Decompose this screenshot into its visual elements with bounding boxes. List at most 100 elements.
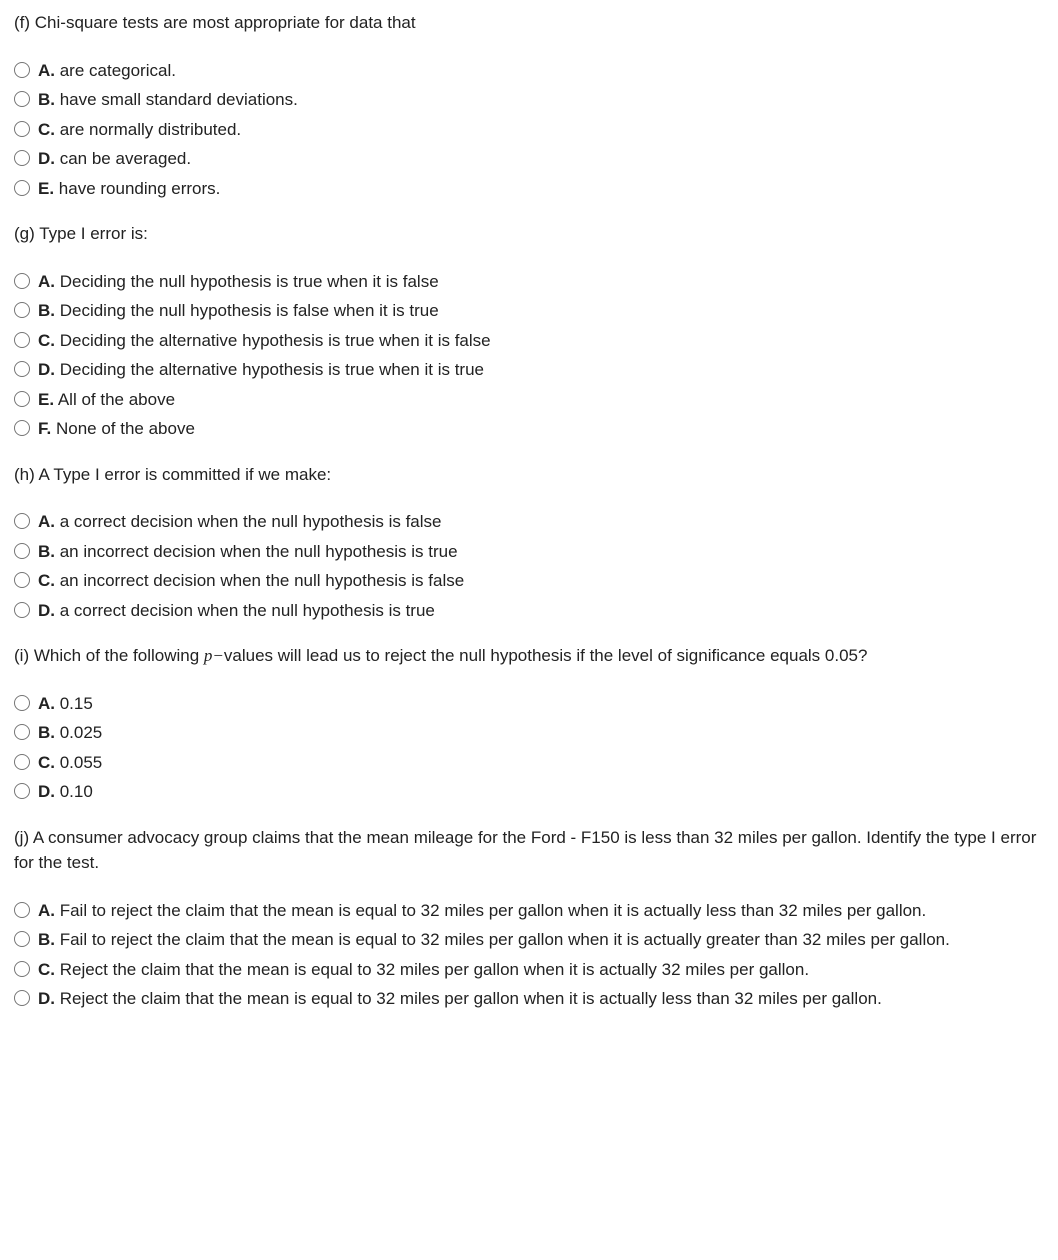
option-letter: A. <box>38 61 55 80</box>
radio-f-e[interactable] <box>14 180 30 196</box>
option-label: D. Reject the claim that the mean is equ… <box>38 986 882 1012</box>
question-f: (f) Chi-square tests are most appropriat… <box>14 10 1044 201</box>
option-letter: B. <box>38 90 55 109</box>
option-letter: B. <box>38 542 55 561</box>
option-text: have small standard deviations. <box>55 90 298 109</box>
option-label: C. an incorrect decision when the null h… <box>38 568 464 594</box>
question-j-prompt: (j) A consumer advocacy group claims tha… <box>14 825 1044 876</box>
option-letter: C. <box>38 960 55 979</box>
radio-g-b[interactable] <box>14 302 30 318</box>
radio-f-c[interactable] <box>14 121 30 137</box>
option-label: A. 0.15 <box>38 691 93 717</box>
option-row: A. 0.15 <box>14 691 1044 717</box>
question-j-options: A. Fail to reject the claim that the mea… <box>14 898 1044 1012</box>
prompt-post: values will lead us to reject the null h… <box>224 646 868 665</box>
option-label: B. Fail to reject the claim that the mea… <box>38 927 950 953</box>
option-row: C. Reject the claim that the mean is equ… <box>14 957 1044 983</box>
option-row: B. an incorrect decision when the null h… <box>14 539 1044 565</box>
option-label: C. are normally distributed. <box>38 117 241 143</box>
option-label: A. a correct decision when the null hypo… <box>38 509 441 535</box>
radio-h-c[interactable] <box>14 572 30 588</box>
option-letter: C. <box>38 753 55 772</box>
option-row: B. 0.025 <box>14 720 1044 746</box>
option-row: E. All of the above <box>14 387 1044 413</box>
question-i-prompt: (i) Which of the following p−values will… <box>14 643 1044 669</box>
question-i-options: A. 0.15 B. 0.025 C. 0.055 D. 0.10 <box>14 691 1044 805</box>
option-text: can be averaged. <box>55 149 191 168</box>
radio-h-a[interactable] <box>14 513 30 529</box>
radio-h-d[interactable] <box>14 602 30 618</box>
option-letter: B. <box>38 301 55 320</box>
option-text: Fail to reject the claim that the mean i… <box>55 901 926 920</box>
option-row: A. Fail to reject the claim that the mea… <box>14 898 1044 924</box>
radio-f-b[interactable] <box>14 91 30 107</box>
question-f-prompt: (f) Chi-square tests are most appropriat… <box>14 10 1044 36</box>
option-label: C. 0.055 <box>38 750 102 776</box>
option-text: 0.025 <box>55 723 102 742</box>
option-text: Deciding the alternative hypothesis is t… <box>55 331 491 350</box>
option-text: Reject the claim that the mean is equal … <box>55 960 809 979</box>
option-text: a correct decision when the null hypothe… <box>55 601 435 620</box>
option-letter: D. <box>38 149 55 168</box>
option-label: B. Deciding the null hypothesis is false… <box>38 298 439 324</box>
radio-i-d[interactable] <box>14 783 30 799</box>
option-letter: C. <box>38 120 55 139</box>
option-text: have rounding errors. <box>54 179 220 198</box>
radio-g-d[interactable] <box>14 361 30 377</box>
option-label: D. can be averaged. <box>38 146 191 172</box>
question-h-options: A. a correct decision when the null hypo… <box>14 509 1044 623</box>
option-letter: B. <box>38 723 55 742</box>
option-row: C. Deciding the alternative hypothesis i… <box>14 328 1044 354</box>
option-letter: D. <box>38 989 55 1008</box>
radio-g-e[interactable] <box>14 391 30 407</box>
option-label: E. All of the above <box>38 387 175 413</box>
option-row: C. an incorrect decision when the null h… <box>14 568 1044 594</box>
option-row: E. have rounding errors. <box>14 176 1044 202</box>
radio-g-c[interactable] <box>14 332 30 348</box>
radio-h-b[interactable] <box>14 543 30 559</box>
option-label: A. Deciding the null hypothesis is true … <box>38 269 439 295</box>
option-text: None of the above <box>51 419 195 438</box>
option-text: 0.055 <box>55 753 102 772</box>
option-row: D. Deciding the alternative hypothesis i… <box>14 357 1044 383</box>
option-label: A. Fail to reject the claim that the mea… <box>38 898 926 924</box>
option-label: C. Reject the claim that the mean is equ… <box>38 957 809 983</box>
prompt-var: p− <box>204 646 224 665</box>
radio-j-c[interactable] <box>14 961 30 977</box>
option-letter: D. <box>38 782 55 801</box>
option-row: B. Deciding the null hypothesis is false… <box>14 298 1044 324</box>
option-text: Deciding the null hypothesis is false wh… <box>55 301 439 320</box>
radio-g-a[interactable] <box>14 273 30 289</box>
option-text: All of the above <box>54 390 175 409</box>
option-text: are normally distributed. <box>55 120 241 139</box>
option-label: A. are categorical. <box>38 58 176 84</box>
radio-j-d[interactable] <box>14 990 30 1006</box>
option-row: B. Fail to reject the claim that the mea… <box>14 927 1044 953</box>
option-label: C. Deciding the alternative hypothesis i… <box>38 328 491 354</box>
radio-f-d[interactable] <box>14 150 30 166</box>
option-row: B. have small standard deviations. <box>14 87 1044 113</box>
radio-g-f[interactable] <box>14 420 30 436</box>
option-letter: B. <box>38 930 55 949</box>
option-text: an incorrect decision when the null hypo… <box>55 542 458 561</box>
option-row: D. a correct decision when the null hypo… <box>14 598 1044 624</box>
option-label: F. None of the above <box>38 416 195 442</box>
option-row: F. None of the above <box>14 416 1044 442</box>
option-letter: A. <box>38 512 55 531</box>
option-row: D. 0.10 <box>14 779 1044 805</box>
radio-j-b[interactable] <box>14 931 30 947</box>
option-row: A. are categorical. <box>14 58 1044 84</box>
question-j: (j) A consumer advocacy group claims tha… <box>14 825 1044 1012</box>
question-i: (i) Which of the following p−values will… <box>14 643 1044 805</box>
option-row: C. are normally distributed. <box>14 117 1044 143</box>
radio-f-a[interactable] <box>14 62 30 78</box>
option-text: Deciding the alternative hypothesis is t… <box>55 360 484 379</box>
option-letter: C. <box>38 571 55 590</box>
option-letter: D. <box>38 360 55 379</box>
radio-j-a[interactable] <box>14 902 30 918</box>
radio-i-a[interactable] <box>14 695 30 711</box>
option-text: Fail to reject the claim that the mean i… <box>55 930 950 949</box>
question-h: (h) A Type I error is committed if we ma… <box>14 462 1044 624</box>
radio-i-c[interactable] <box>14 754 30 770</box>
radio-i-b[interactable] <box>14 724 30 740</box>
